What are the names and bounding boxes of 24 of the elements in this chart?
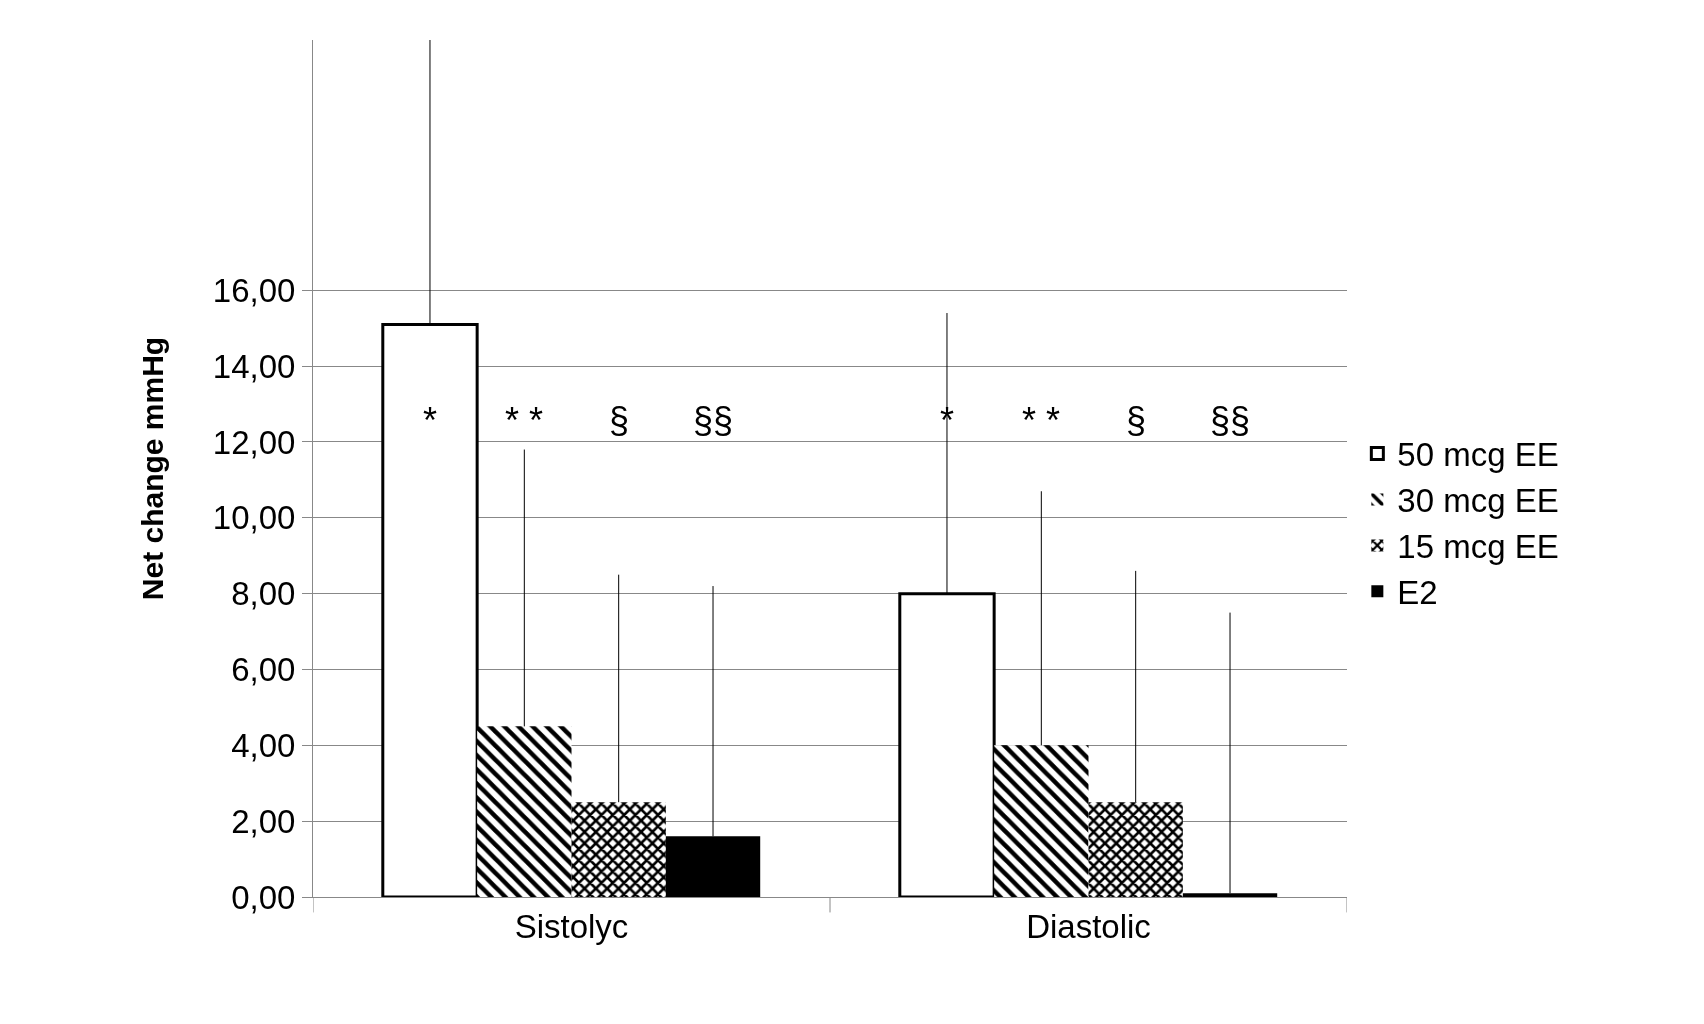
annotation: §§ — [693, 400, 734, 441]
legend-label: 50 mcg EE — [1397, 436, 1559, 474]
annotation: * — [423, 400, 438, 441]
annotation: §§ — [1210, 400, 1251, 441]
y-tick-label: 16,00 — [212, 271, 296, 309]
annotation: § — [609, 400, 630, 441]
text: 15 mcg EE — [1397, 528, 1559, 566]
annotation: * * — [1022, 400, 1061, 441]
y-tick-label: 8,00 — [231, 575, 296, 613]
y-tick-label: 10,00 — [212, 499, 296, 537]
y-axis-title: Net change mmHg — [135, 336, 169, 601]
text: 30 mcg EE — [1397, 482, 1559, 520]
y-tick-label: 12,00 — [212, 423, 296, 461]
y-tick-label: 14,00 — [212, 347, 296, 385]
y-tick-label: 4,00 — [231, 726, 296, 764]
legend-label: E2 — [1397, 574, 1438, 612]
annotation: * * — [505, 400, 544, 441]
x-tick-label: Diastolic — [1026, 907, 1151, 945]
annotation: * — [940, 400, 955, 441]
y-tick-label: 0,00 — [231, 878, 296, 916]
y-tick-label: 2,00 — [231, 802, 296, 840]
annotation: § — [1126, 400, 1147, 441]
x-tick-label: Sistolyc — [514, 907, 629, 945]
y-tick-label: 6,00 — [231, 651, 296, 689]
